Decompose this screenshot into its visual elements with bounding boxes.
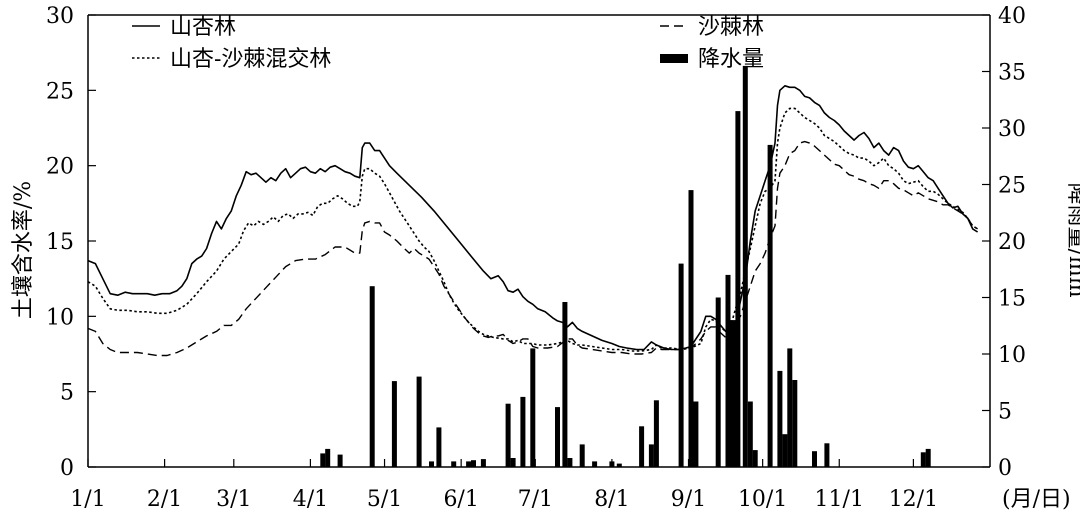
precipitation-bar <box>579 444 585 467</box>
precipitation-bar <box>653 400 659 467</box>
precipitation-bar <box>429 461 434 467</box>
x-axis-tick-label: 10/1 <box>738 487 787 512</box>
precipitation-bar <box>337 454 343 467</box>
precipitation-bar <box>555 407 560 467</box>
left-axis-title: 土壤含水率/% <box>11 181 36 319</box>
precipitation-bar <box>320 453 326 467</box>
precipitation-bar <box>730 320 736 467</box>
precipitation-bar <box>562 302 568 467</box>
precipitation-bar <box>567 458 573 467</box>
right-axis-title: 降雨量/mm <box>1064 182 1080 297</box>
left-axis-tick-label: 5 <box>60 381 74 406</box>
right-axis-tick-label: 5 <box>998 400 1012 425</box>
precipitation-bar <box>767 144 773 467</box>
precipitation-bar <box>792 380 798 467</box>
x-axis-tick-label: 9/1 <box>671 487 706 512</box>
x-axis-tick-label: 7/1 <box>518 487 553 512</box>
precipitation-bar <box>451 461 457 467</box>
axes: 土壤含水率/% 降雨量/mm (月/日) 0 5 10 15 20 25 30 0 5 10 15 2… <box>11 4 1080 512</box>
x-axis-tick-label: 2/1 <box>147 487 182 512</box>
legend-label: 降水量 <box>698 47 764 72</box>
x-axis-tick-label: 3/1 <box>216 487 251 512</box>
precipitation-bar <box>715 297 721 467</box>
x-axis-tick-label: 5/1 <box>367 487 402 512</box>
precipitation-bar <box>735 111 741 467</box>
left-axis-tick-label: 20 <box>46 155 74 180</box>
legend-label: 山杏林 <box>170 15 236 40</box>
precipitation-bar <box>436 427 442 467</box>
precipitation-bar <box>639 426 645 467</box>
legend-label: 山杏-沙棘混交林 <box>170 47 331 72</box>
series-line-dotted <box>87 107 979 352</box>
precipitation-bar <box>782 434 788 467</box>
right-axis-tick-label: 30 <box>998 117 1026 142</box>
precipitation-bar <box>725 274 731 467</box>
precipitation-bar <box>480 459 486 467</box>
legend-label: 沙棘林 <box>698 15 764 40</box>
series-line-solid <box>87 85 979 351</box>
precipitation-bar <box>466 461 472 467</box>
precipitation-bar <box>391 381 397 467</box>
precipitation-bar <box>747 401 753 467</box>
precipitation-bar <box>592 461 598 467</box>
x-axis-unit-label: (月/日) <box>1002 487 1071 512</box>
right-axis-tick-label: 20 <box>998 230 1026 255</box>
precipitation-bar <box>520 396 526 467</box>
x-axis-tick-label: 4/1 <box>293 487 328 512</box>
precipitation-bar <box>777 370 783 467</box>
x-axis-tick-label: 6/1 <box>443 487 478 512</box>
precipitation-bar <box>505 403 511 467</box>
precipitation-bar <box>925 448 931 467</box>
x-axis-tick-label: 12/1 <box>889 487 938 512</box>
right-axis-tick-label: 15 <box>998 287 1026 312</box>
series-line-dashed <box>87 140 978 357</box>
x-axis-tick-label: 8/1 <box>594 487 629 512</box>
precipitation-bar <box>920 452 926 467</box>
precipitation-bar <box>325 448 331 467</box>
precipitation-bar <box>648 444 654 467</box>
precipitation-bar <box>416 376 422 467</box>
precipitation-bar <box>616 463 622 467</box>
x-axis-tick-label: 11/1 <box>815 487 864 512</box>
precipitation-bar <box>678 263 684 467</box>
precipitation-bar <box>693 401 699 467</box>
left-axis-tick-label: 30 <box>46 4 74 29</box>
left-axis-tick-label: 15 <box>46 230 74 255</box>
right-axis-tick-label: 35 <box>998 61 1026 86</box>
precipitation-bar <box>824 443 830 467</box>
precipitation-bar <box>510 458 516 467</box>
left-axis-tick-label: 0 <box>60 456 74 481</box>
right-axis-tick-label: 25 <box>998 174 1026 199</box>
precipitation-bar <box>530 348 536 467</box>
plot-area <box>87 65 979 468</box>
x-axis-tick-label: 1/1 <box>70 487 105 512</box>
precipitation-bar <box>688 190 694 467</box>
precipitation-bar <box>812 451 817 467</box>
precipitation-bar <box>471 460 476 467</box>
legend-key-bar <box>660 54 688 63</box>
left-axis-tick-label: 25 <box>46 79 74 104</box>
precipitation-bar <box>787 348 793 467</box>
precipitation-bar <box>752 450 758 467</box>
precipitation-bar <box>369 286 375 467</box>
left-axis-tick-label: 10 <box>46 305 74 330</box>
right-axis-tick-label: 40 <box>998 4 1026 29</box>
precipitation-bar <box>742 65 748 468</box>
right-axis-tick-label: 0 <box>998 456 1012 481</box>
right-axis-tick-label: 10 <box>998 343 1026 368</box>
